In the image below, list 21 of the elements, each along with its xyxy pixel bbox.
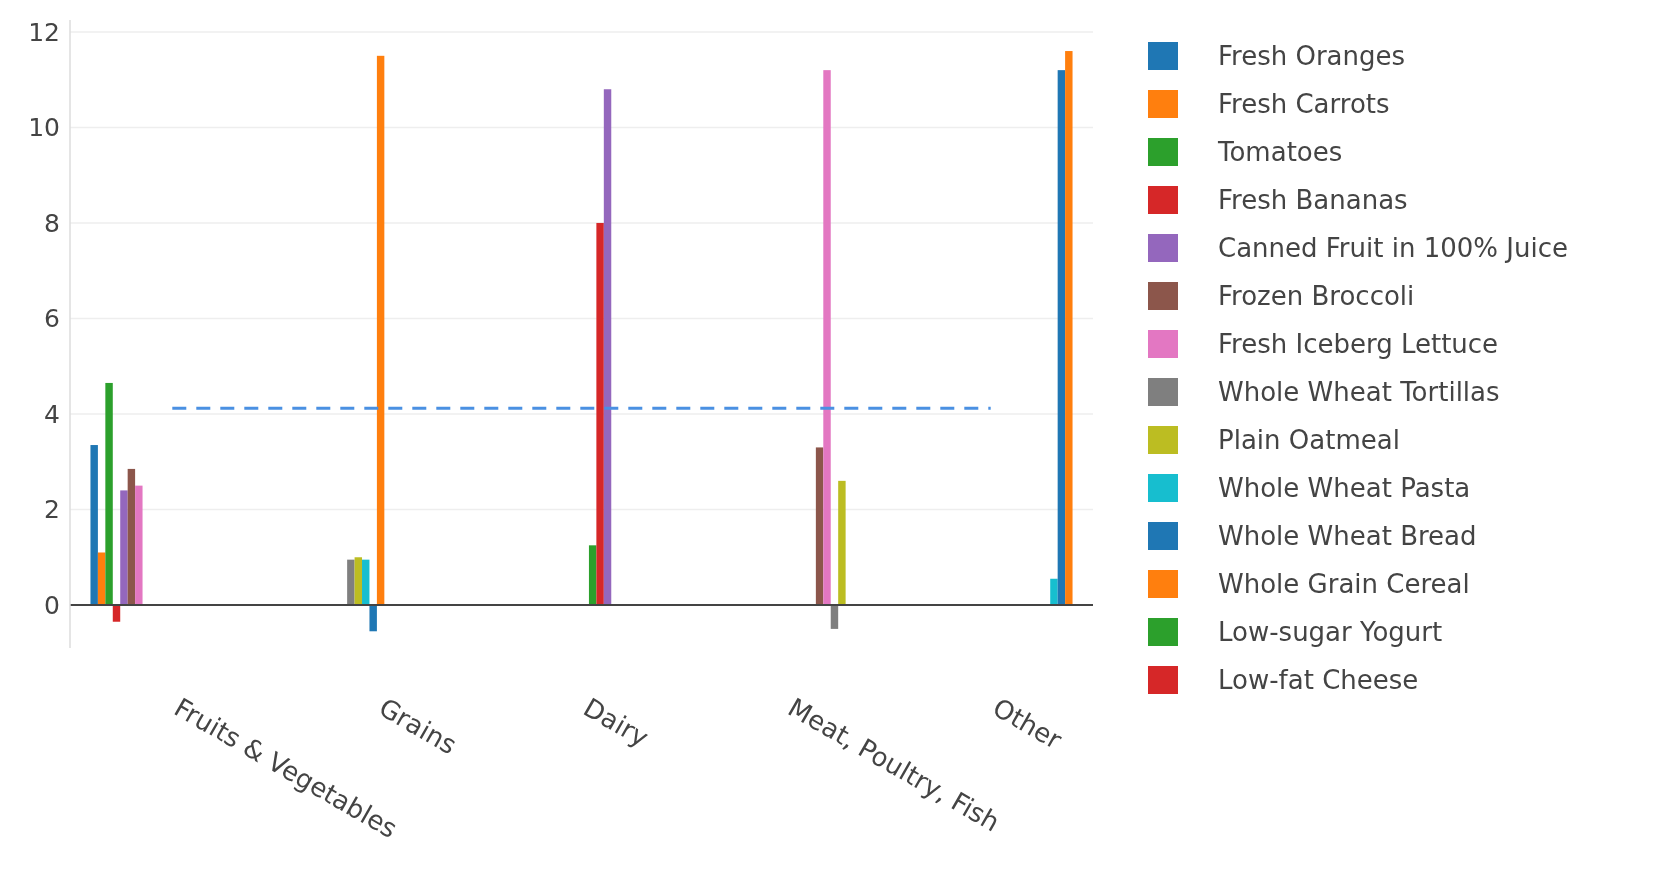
- y-tick-label: 6: [44, 304, 60, 334]
- legend-label: Fresh Carrots: [1218, 89, 1390, 120]
- y-tick-label: 0: [44, 590, 60, 620]
- legend-label: Frozen Broccoli: [1218, 281, 1415, 312]
- legend-label: Whole Wheat Bread: [1218, 521, 1477, 552]
- legend-label: Whole Wheat Pasta: [1218, 473, 1471, 504]
- legend-label: Low-sugar Yogurt: [1218, 617, 1443, 648]
- legend-label: Plain Oatmeal: [1218, 425, 1400, 456]
- y-tick-label: 10: [28, 113, 60, 143]
- legend-label: Canned Fruit in 100% Juice: [1218, 233, 1568, 264]
- legend-label: Whole Grain Cereal: [1218, 569, 1470, 600]
- legend-label: Fresh Oranges: [1218, 41, 1406, 72]
- legend-label: Whole Wheat Tortillas: [1218, 377, 1500, 408]
- y-tick-label: 2: [44, 495, 60, 525]
- y-tick-label: 4: [44, 399, 60, 429]
- legend-label: Tomatoes: [1217, 137, 1343, 168]
- legend-label: Fresh Iceberg Lettuce: [1218, 329, 1499, 360]
- legend-label: Low-fat Cheese: [1218, 665, 1419, 696]
- y-tick-label: 12: [28, 17, 60, 47]
- legend-label: Fresh Bananas: [1218, 185, 1408, 216]
- y-tick-label: 8: [44, 208, 60, 238]
